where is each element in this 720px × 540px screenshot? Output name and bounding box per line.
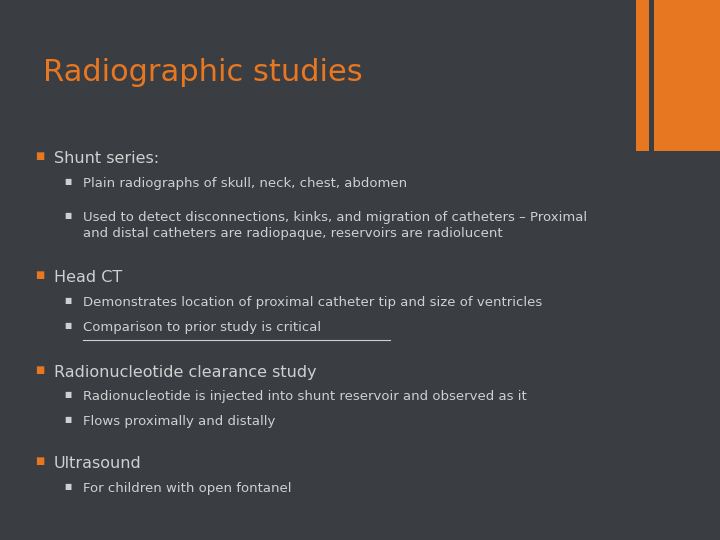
Text: ■: ■ [35, 364, 44, 375]
Text: For children with open fontanel: For children with open fontanel [83, 482, 292, 495]
Text: Radiographic studies: Radiographic studies [43, 58, 363, 87]
Text: ■: ■ [65, 177, 72, 186]
Text: Head CT: Head CT [54, 270, 122, 285]
Text: ■: ■ [65, 482, 72, 491]
Text: Ultrasound: Ultrasound [54, 456, 142, 471]
Text: ■: ■ [65, 390, 72, 400]
Text: Radionucleotide clearance study: Radionucleotide clearance study [54, 364, 317, 380]
Text: ■: ■ [35, 151, 44, 161]
Text: ■: ■ [65, 415, 72, 424]
Text: Demonstrates location of proximal catheter tip and size of ventricles: Demonstrates location of proximal cathet… [83, 296, 542, 309]
Text: Comparison to prior study is critical: Comparison to prior study is critical [83, 321, 321, 334]
Text: ■: ■ [35, 270, 44, 280]
Bar [636, 0, 649, 151]
Text: ■: ■ [65, 296, 72, 305]
Text: Used to detect disconnections, kinks, and migration of catheters – Proximal
and : Used to detect disconnections, kinks, an… [83, 211, 587, 240]
Text: Plain radiographs of skull, neck, chest, abdomen: Plain radiographs of skull, neck, chest,… [83, 177, 407, 190]
Text: ■: ■ [65, 321, 72, 330]
Text: Shunt series:: Shunt series: [54, 151, 159, 166]
Bar [654, 0, 720, 151]
Text: ■: ■ [65, 211, 72, 220]
Text: Radionucleotide is injected into shunt reservoir and observed as it: Radionucleotide is injected into shunt r… [83, 390, 526, 403]
Text: ■: ■ [35, 456, 44, 467]
Text: Flows proximally and distally: Flows proximally and distally [83, 415, 275, 428]
